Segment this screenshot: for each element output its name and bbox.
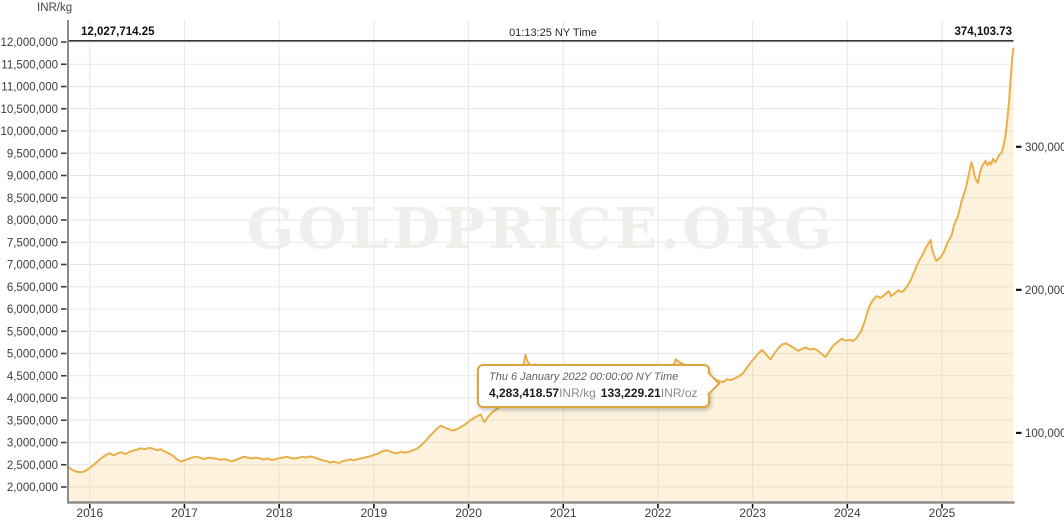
y-left-tick-label: 7,000,000 (7, 260, 58, 272)
tooltip-unit-kg: INR/kg (559, 386, 596, 400)
tooltip-values: 4,283,418.57INR/kg 133,229.21INR/oz (489, 385, 698, 401)
y-left-tick-label: 9,500,000 (7, 148, 58, 160)
y-left-tick-label: 7,500,000 (7, 237, 58, 249)
area-series (68, 47, 1014, 503)
y-left-tick-label: 5,500,000 (7, 326, 58, 338)
y-left-tick-label: 9,000,000 (7, 171, 58, 183)
chart-tooltip: Thu 6 January 2022 00:00:00 NY Time 4,28… (477, 364, 721, 408)
x-tick-label: 2024 (834, 506, 861, 520)
x-tick-label: 2019 (361, 506, 388, 520)
y-left-tick-label: 6,000,000 (7, 304, 58, 316)
y-left-tick-label: 4,500,000 (7, 371, 58, 383)
grid-layer (68, 20, 1014, 503)
x-tick-label: 2018 (266, 506, 293, 520)
y-left-tick-label: 8,000,000 (7, 215, 58, 227)
x-tick-label: 2021 (550, 506, 577, 520)
y-left-tick-label: 6,500,000 (7, 282, 58, 294)
y-right-tick-label: 300,000 (1025, 142, 1064, 154)
tooltip-value-kg: 4,283,418.57 (489, 386, 560, 400)
y-left-tick-label: 8,500,000 (7, 193, 58, 205)
y-left-tick-label: 2,500,000 (7, 460, 58, 472)
y-left-tick-label: 3,000,000 (7, 438, 58, 450)
x-tick-label: 2025 (929, 506, 956, 520)
tooltip-value-oz: 133,229.21 (600, 386, 661, 400)
y-left-tick-label: 12,000,000 (0, 37, 58, 49)
x-tick-label: 2020 (455, 506, 482, 520)
y-left-tick-label: 11,000,000 (1, 82, 58, 94)
y-left-tick-label: 5,000,000 (7, 349, 58, 361)
x-tick-label: 2023 (739, 506, 766, 520)
tooltip-date: Thu 6 January 2022 00:00:00 NY Time (489, 371, 679, 383)
y-left-tick-label: 3,500,000 (7, 415, 58, 427)
y-right-tick-label: 100,000 (1025, 428, 1064, 440)
y-right-tick-label: 200,000 (1025, 285, 1064, 297)
x-tick-label: 2017 (171, 506, 198, 520)
y-left-tick-label: 4,000,000 (7, 393, 58, 405)
watermark-text: GOLDPRICE.ORG (247, 196, 835, 262)
y-left-tick-label: 10,500,000 (0, 104, 58, 116)
x-tick-label: 2016 (76, 506, 103, 520)
tooltip-unit-oz: INR/oz (660, 386, 698, 400)
x-tick-label: 2022 (645, 506, 672, 520)
y-left-tick-label: 11,500,000 (1, 59, 58, 71)
y-left-tick-label: 2,000,000 (7, 482, 58, 494)
y-left-tick-label: 10,000,000 (0, 126, 58, 138)
